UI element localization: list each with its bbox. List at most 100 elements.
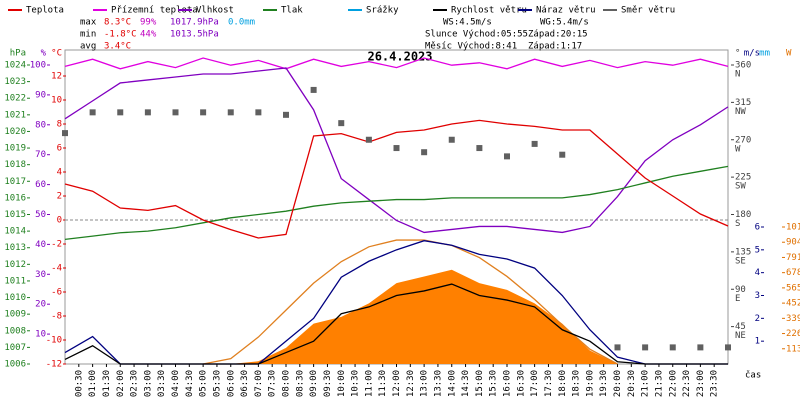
series-line	[64, 67, 729, 234]
y-tick-label: 30	[35, 270, 46, 280]
y-tick-label: 1020	[4, 127, 26, 137]
series-point	[200, 109, 207, 116]
y-tick-label: 45	[735, 322, 746, 332]
x-tick-label: 18:30	[572, 370, 582, 397]
legend-label: Náraz větru	[536, 6, 596, 16]
x-tick-label: 02:30	[130, 370, 140, 397]
y-tick-label: 1014	[4, 227, 26, 237]
x-tick-label: 13:00	[420, 370, 430, 397]
y-tick-label: 1009	[4, 310, 26, 320]
y-tick-label: 90	[735, 285, 746, 295]
x-tick-label: 07:30	[268, 370, 278, 397]
x-tick-label: 10:00	[337, 370, 347, 397]
series-point	[144, 109, 151, 116]
x-tick-label: 23:00	[696, 370, 706, 397]
series-area	[65, 269, 728, 364]
legend-label: Tlak	[281, 6, 303, 16]
series-point	[504, 153, 510, 160]
y-tick-label: 1017	[4, 177, 26, 187]
x-tick-label: 20:30	[627, 370, 637, 397]
compass-label: SE	[735, 256, 746, 266]
chart-title: 26.4.2023	[367, 50, 432, 64]
x-tick-label: 07:00	[254, 370, 264, 397]
legend-label: Vlhkost	[196, 6, 234, 16]
axis-unit: %	[41, 49, 47, 59]
legend-label: Srážky	[366, 6, 399, 16]
y-tick-label: 1010	[4, 293, 26, 303]
compass-label: SW	[735, 182, 746, 192]
y-tick-label: 6	[755, 223, 760, 233]
legend-label: Směr větru	[621, 6, 675, 16]
x-tick-label: 16:30	[516, 370, 526, 397]
x-tick-label: 22:00	[668, 370, 678, 397]
y-tick-label: 225	[735, 173, 751, 183]
info-text: Západ:1:17	[528, 42, 582, 52]
series-point	[172, 109, 179, 116]
compass-label: S	[735, 219, 740, 229]
x-tick-label: 18:00	[558, 370, 568, 397]
y-tick-label: 10	[35, 330, 46, 340]
x-tick-label: 05:30	[212, 370, 222, 397]
y-tick-label: 60	[35, 180, 46, 190]
series-line	[64, 165, 729, 241]
x-tick-label: 22:30	[682, 370, 692, 397]
y-tick-label: 2	[57, 192, 62, 202]
axis-unit: mm	[759, 49, 770, 59]
y-tick-label: -12	[46, 360, 62, 370]
y-tick-label: 1017	[786, 223, 800, 233]
y-tick-label: -10	[46, 336, 62, 346]
x-tick-label: 16:00	[503, 370, 513, 397]
series-point	[310, 86, 317, 93]
x-tick-label: 01:30	[102, 370, 112, 397]
y-tick-label: 5	[755, 245, 760, 255]
info-text: Měsíc Východ:8:41	[425, 42, 517, 52]
y-tick-label: 1022	[4, 94, 26, 104]
series-point	[476, 145, 483, 152]
x-tick-label: 23:30	[710, 370, 720, 397]
y-tick-label: 4	[57, 168, 62, 178]
y-tick-label: 100	[30, 61, 46, 71]
y-tick-label: 3	[755, 291, 760, 301]
legend-label: Rychlost větru	[451, 6, 527, 16]
compass-label: NE	[735, 331, 746, 341]
y-tick-label: 315	[735, 98, 751, 108]
compass-label: E	[735, 294, 740, 304]
y-tick-label: 0	[57, 216, 62, 226]
y-tick-label: 113	[786, 344, 800, 354]
y-tick-label: 2	[755, 314, 760, 324]
y-tick-label: 339	[786, 314, 800, 324]
legend-label: Teplota	[26, 6, 64, 16]
y-tick-label: 10	[51, 96, 62, 106]
y-tick-label: 452	[786, 299, 800, 309]
y-tick-label: 80	[35, 120, 46, 130]
stat-text: min	[80, 30, 96, 40]
info-text: Západ:20:15	[528, 30, 588, 40]
x-tick-label: 03:00	[143, 370, 153, 397]
series-line	[203, 239, 618, 365]
stat-text: avg	[80, 42, 96, 52]
x-tick-label: 09:30	[323, 370, 333, 397]
y-tick-label: 1013	[4, 243, 26, 253]
x-tick-label: 04:30	[185, 370, 195, 397]
y-tick-label: 1023	[4, 77, 26, 87]
y-tick-label: -6	[51, 288, 62, 298]
y-tick-label: 20	[35, 300, 46, 310]
x-tick-label: 20:00	[613, 370, 623, 397]
series-point	[62, 130, 68, 137]
x-tick-label: 05:00	[199, 370, 209, 397]
series-point	[255, 109, 262, 116]
x-axis-label: čas	[745, 370, 761, 381]
axis-unit: W	[786, 49, 792, 59]
compass-label: N	[735, 70, 740, 80]
compass-label: W	[735, 144, 741, 154]
info-text: WS:4.5m/s	[443, 18, 492, 28]
y-tick-label: 12	[51, 72, 62, 82]
stat-text: 0.0mm	[228, 18, 255, 28]
series-point	[725, 344, 731, 351]
series-line	[64, 57, 729, 70]
series-point	[227, 109, 234, 116]
stat-text: -1.8°C	[104, 30, 137, 40]
series-point	[642, 344, 649, 351]
x-tick-label: 02:00	[116, 370, 126, 397]
y-tick-label: 791	[786, 253, 800, 263]
